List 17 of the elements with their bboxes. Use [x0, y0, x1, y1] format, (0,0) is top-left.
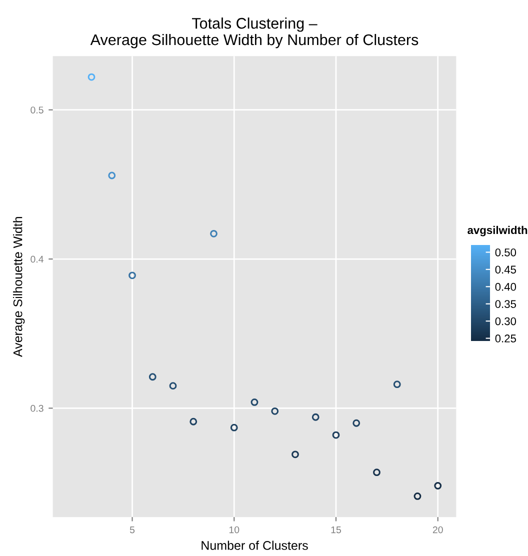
color-bar-label: 0.45	[495, 266, 516, 274]
color-bar-label: 0.30	[495, 317, 516, 326]
y-axis-title: Average Silhouette Width	[13, 217, 25, 358]
x-tick-label: 20	[432, 526, 443, 534]
x-tick-label: 15	[331, 526, 341, 534]
x-tick-label: 10	[229, 526, 240, 534]
y-tick-label: 0.3	[30, 404, 44, 412]
color-bar-label: 0.35	[495, 300, 516, 308]
color-bar-label: 0.40	[495, 282, 516, 291]
x-axis-title: Number of Clusters	[202, 540, 308, 550]
color-bar-title: avgsilwidth	[468, 226, 528, 236]
color-bar-label: 0.25	[495, 334, 516, 342]
x-tick-label: 5	[130, 526, 135, 534]
chart-title: Totals Clustering – Average Silhouette Width by Number of Clusters	[90, 18, 418, 48]
y-tick-label: 0.5	[30, 106, 44, 114]
color-bar-label: 0.50	[495, 248, 516, 256]
y-tick-label: 0.4	[30, 256, 44, 263]
